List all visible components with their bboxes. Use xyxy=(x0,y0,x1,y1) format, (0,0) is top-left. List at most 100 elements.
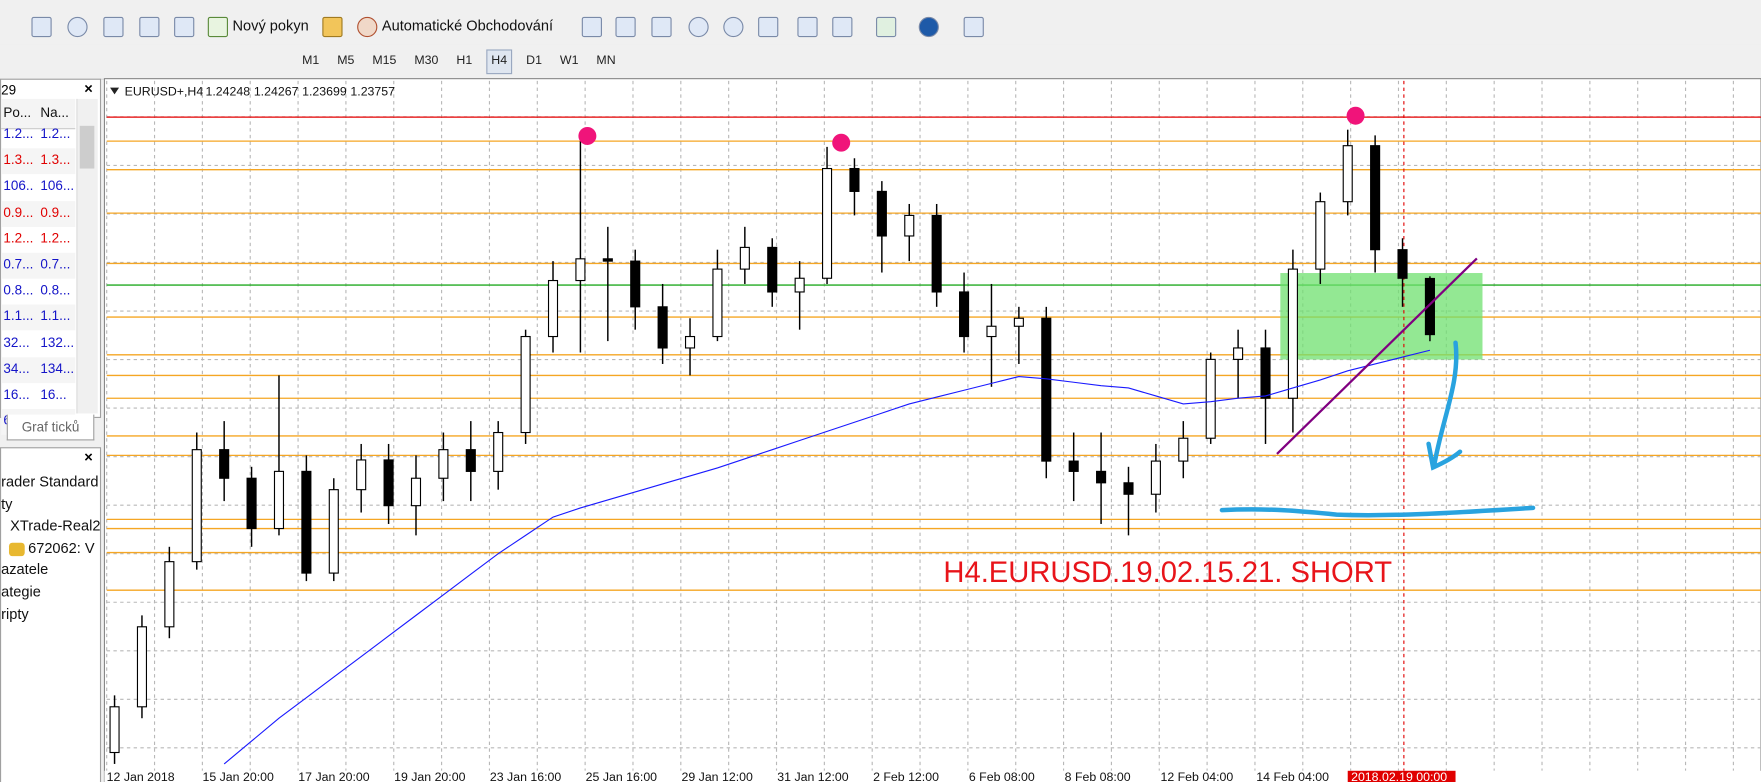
timeframe-button[interactable]: W1 xyxy=(559,53,579,68)
icon-button[interactable] xyxy=(139,16,160,38)
market-watch-title: 29 xyxy=(1,82,17,98)
row-background xyxy=(1,200,76,227)
candle-body xyxy=(821,167,833,279)
navigator-item[interactable]: ty xyxy=(1,495,13,512)
new-order-icon[interactable] xyxy=(207,16,228,38)
icon-button[interactable] xyxy=(797,16,818,38)
bid-price: 1.1... xyxy=(3,308,33,325)
candle-body xyxy=(493,431,504,472)
market-watch: 29 × Po... Na... 1.2... 1.2... 1.3... 1.3..… xyxy=(0,78,102,436)
candle-body xyxy=(876,190,887,237)
chart-menu-arrow[interactable] xyxy=(110,87,120,95)
candle-body xyxy=(328,489,339,574)
auto-trading-button[interactable]: Automatické Obchodování xyxy=(381,16,554,34)
navigator-item[interactable]: 672062: V xyxy=(28,539,95,556)
icon-button[interactable] xyxy=(322,16,343,38)
icon-button[interactable] xyxy=(31,16,52,38)
timeframe-button[interactable]: H4 xyxy=(486,49,512,75)
candle-body xyxy=(931,214,942,293)
icon-button[interactable] xyxy=(876,16,897,38)
account-icon xyxy=(8,542,25,557)
candle-body xyxy=(1013,317,1024,327)
timeframe-button[interactable]: H1 xyxy=(456,53,473,68)
candle-body xyxy=(273,470,285,530)
ask-price: 0.7... xyxy=(40,256,71,272)
candle-body xyxy=(712,268,723,338)
timeframe-button[interactable]: M1 xyxy=(302,53,320,68)
timeframe-button[interactable]: D1 xyxy=(526,53,542,68)
time-label: 14 Feb 04:00 xyxy=(1256,770,1329,782)
icon-button[interactable] xyxy=(758,16,779,38)
bid-price: 0.8... xyxy=(3,282,33,298)
candle-body xyxy=(1150,460,1161,495)
icon-button[interactable] xyxy=(963,16,984,38)
navigator-item[interactable]: XTrade-Real2 xyxy=(10,517,101,534)
time-label: 8 Feb 08:00 xyxy=(1065,770,1131,782)
icon-button[interactable] xyxy=(174,16,195,38)
navigator-item[interactable]: ripty xyxy=(1,605,29,623)
timeframe-bar: M1 M5 M15 M30 H1 H4 D1 W1 MN xyxy=(0,44,1761,80)
auto-trading-icon[interactable] xyxy=(357,16,378,38)
candle-body xyxy=(1287,268,1298,399)
zoom-out[interactable] xyxy=(723,16,744,38)
new-order-button[interactable]: Nový pokyn xyxy=(232,16,309,34)
chart-area xyxy=(103,78,1761,782)
scroll-thumb[interactable] xyxy=(79,125,95,169)
row-background xyxy=(1,304,76,331)
row-background xyxy=(1,252,76,279)
bid-price: 1.2... xyxy=(3,230,33,246)
navigator-item[interactable]: azatele xyxy=(1,561,49,578)
icon-button[interactable] xyxy=(67,16,88,38)
zoom-in[interactable] xyxy=(688,16,709,38)
header-price: 1.23757 xyxy=(350,85,395,99)
navigator-item[interactable]: ategie xyxy=(1,583,41,601)
chart-symbol: EURUSD+,H4 xyxy=(125,85,204,99)
green-zone xyxy=(1280,273,1483,360)
icon-button[interactable] xyxy=(918,16,939,38)
tick-chart-tab[interactable]: Graf ticků xyxy=(6,414,95,441)
candle-body xyxy=(1205,358,1216,439)
ask-price: 134.... xyxy=(40,360,75,377)
candle-body xyxy=(602,258,613,262)
time-label: 12 Feb 04:00 xyxy=(1160,770,1233,782)
scrollbar[interactable] xyxy=(76,98,98,414)
candle-body xyxy=(959,291,970,338)
candle-body xyxy=(904,214,915,237)
navigator-item[interactable]: rader Standard xyxy=(1,473,99,490)
bid-price: 32... xyxy=(3,334,30,351)
cursor-time-box xyxy=(1347,770,1456,782)
candle-body xyxy=(1315,201,1326,270)
header-price: 1.24248 xyxy=(206,85,251,99)
bid-price: 16... xyxy=(3,386,30,403)
icon-button[interactable] xyxy=(103,16,124,38)
timeframe-button[interactable]: M15 xyxy=(372,53,397,68)
timeframe-button[interactable]: M30 xyxy=(414,53,439,68)
ask-price: 0.9... xyxy=(40,204,71,220)
candle-body xyxy=(684,335,696,349)
close-button[interactable]: × xyxy=(84,448,93,466)
time-label: 23 Jan 16:00 xyxy=(490,770,561,782)
icon-button[interactable] xyxy=(615,16,636,38)
column-header[interactable]: Po... xyxy=(3,104,32,121)
icon-button[interactable] xyxy=(651,16,672,38)
candle-body xyxy=(1397,249,1408,279)
candle-body xyxy=(547,279,559,338)
candle-body xyxy=(1370,145,1381,251)
candle-body xyxy=(575,258,586,282)
time-axis xyxy=(104,770,1761,782)
close-button[interactable]: × xyxy=(84,79,93,97)
top-marker xyxy=(832,133,851,152)
icon-button[interactable] xyxy=(832,16,853,38)
timeframe-button[interactable]: MN xyxy=(596,53,616,68)
column-header[interactable]: Na... xyxy=(40,104,69,121)
candle-body xyxy=(1068,460,1079,472)
bid-price: 34... xyxy=(3,360,30,377)
timeframe-button[interactable]: M5 xyxy=(337,53,355,68)
icon-button[interactable] xyxy=(581,16,602,38)
candle-body xyxy=(465,449,476,472)
candle-body xyxy=(1424,277,1435,336)
candle-body xyxy=(986,325,997,338)
candle-body xyxy=(410,477,422,507)
